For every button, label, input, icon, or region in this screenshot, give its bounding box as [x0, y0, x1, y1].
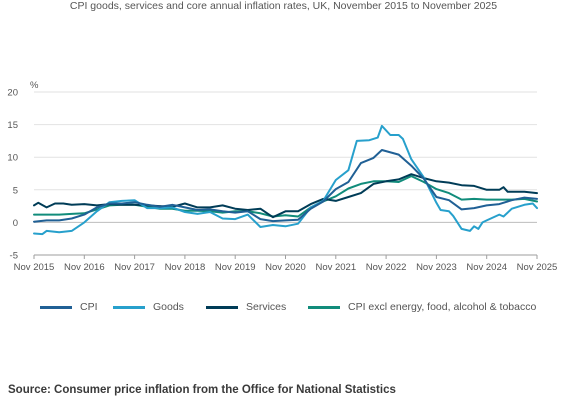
y-tick-label: -5	[10, 251, 18, 262]
legend-label: CPI	[80, 301, 98, 313]
x-tick-label: Nov 2016	[64, 262, 105, 273]
series-line-cpi	[33, 149, 538, 223]
legend-item: CPI excl energy, food, alcohol & tobacco	[308, 301, 536, 313]
legend-swatch	[308, 305, 340, 309]
x-tick-label: Nov 2025	[517, 262, 558, 273]
x-tick-label: Nov 2017	[114, 262, 155, 273]
legend-swatch	[40, 305, 72, 309]
y-tick-label: 0	[13, 218, 18, 229]
chart-title: CPI goods, services and core annual infl…	[69, 0, 498, 12]
x-tick-label: Nov 2015	[14, 262, 55, 273]
y-axis-unit-label: %	[30, 80, 39, 91]
x-tick-label: Nov 2018	[165, 262, 206, 273]
legend-item: CPI	[40, 301, 98, 313]
legend-label: Services	[246, 301, 287, 313]
series-lines	[33, 124, 538, 236]
gridlines	[34, 91, 537, 256]
legend-label: Goods	[153, 301, 184, 313]
y-tick-label: 15	[7, 120, 18, 131]
x-axis: Nov 2015 Nov 2016 Nov 2017 Nov 2018 Nov 2019…	[14, 254, 558, 273]
series-line-goods	[33, 124, 538, 236]
y-tick-label: 10	[7, 153, 18, 164]
legend: CPI Goods Services CPI excl energy, food, a…	[40, 301, 560, 315]
y-tick-label: 5	[13, 185, 18, 196]
legend-item: Services	[206, 301, 286, 313]
source-note: Source: Consumer price inflation from th…	[8, 384, 396, 396]
legend-label: CPI excl energy, food, alcohol & tobacco	[348, 301, 537, 313]
x-tick-label: Nov 2019	[215, 262, 256, 273]
x-tick-label: Nov 2023	[416, 262, 457, 273]
x-tick-label: Nov 2021	[315, 262, 356, 273]
legend-swatch	[206, 305, 238, 309]
x-tick-label: Nov 2024	[466, 262, 507, 273]
legend-swatch	[113, 305, 145, 309]
series-line-services	[33, 173, 538, 219]
y-axis: -5 0 5 10 15 20	[7, 88, 18, 262]
x-tick-label: Nov 2020	[265, 262, 306, 273]
y-tick-label: 20	[7, 88, 18, 99]
legend-item: Goods	[113, 301, 184, 313]
x-tick-label: Nov 2022	[366, 262, 407, 273]
